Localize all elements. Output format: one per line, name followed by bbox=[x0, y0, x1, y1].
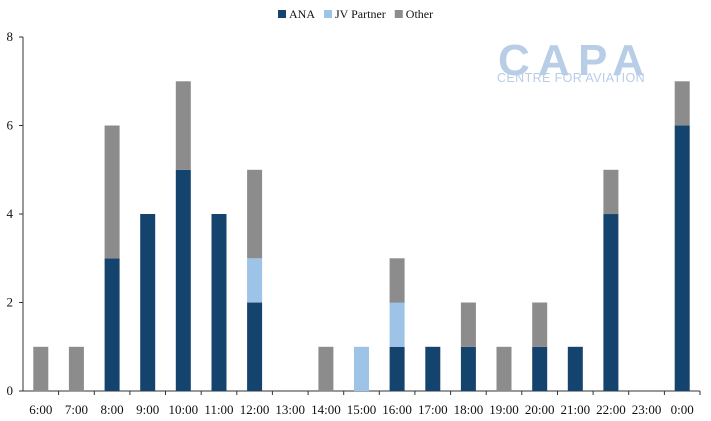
bar-segment-ana bbox=[603, 214, 619, 391]
bar-segment-ana bbox=[175, 169, 191, 392]
x-tick-label: 16:00 bbox=[382, 402, 412, 417]
bar-segment-ana bbox=[567, 346, 583, 392]
x-tick-label: 13:00 bbox=[275, 402, 305, 417]
y-axis-ticks: 0 2 4 6 8 bbox=[7, 29, 23, 398]
x-tick-label: 12:00 bbox=[240, 402, 270, 417]
bar-segment-other bbox=[247, 169, 263, 259]
y-tick-label: 4 bbox=[7, 206, 14, 221]
bars bbox=[33, 81, 690, 392]
bar-segment-other bbox=[33, 346, 49, 392]
bar-segment-ana bbox=[247, 302, 263, 391]
bar-segment-ana bbox=[140, 214, 156, 391]
y-tick-label: 0 bbox=[7, 383, 14, 398]
bar-segment-other bbox=[104, 125, 120, 259]
x-tick-label: 7:00 bbox=[65, 402, 88, 417]
bar-segment-other bbox=[460, 302, 476, 347]
bar-segment-ana bbox=[389, 346, 405, 392]
bar-segment-ana bbox=[532, 346, 548, 392]
legend-swatch-jv-partner bbox=[324, 10, 332, 18]
x-tick-label: 14:00 bbox=[311, 402, 341, 417]
bar-segment-jv-partner bbox=[389, 302, 405, 347]
bar-segment-ana bbox=[460, 346, 476, 392]
bar-segment-other bbox=[496, 346, 512, 392]
x-tick-label: 15:00 bbox=[347, 402, 377, 417]
axes bbox=[22, 37, 700, 392]
x-tick-label: 23:00 bbox=[632, 402, 662, 417]
bar-segment-jv-partner bbox=[247, 258, 263, 303]
x-tick-label: 22:00 bbox=[596, 402, 626, 417]
x-tick-label: 17:00 bbox=[418, 402, 448, 417]
y-tick-label: 8 bbox=[7, 29, 14, 44]
legend-label: ANA bbox=[289, 7, 315, 21]
bar-segment-other bbox=[674, 81, 690, 126]
legend-label: JV Partner bbox=[335, 7, 386, 21]
bar-segment-other bbox=[175, 81, 191, 170]
x-axis-ticks: 6:00 7:00 8:00 9:00 10:00 11:00 12:00 13:00 14:0… bbox=[29, 391, 701, 417]
bar-segment-other bbox=[318, 346, 334, 392]
bar-segment-jv-partner bbox=[354, 346, 369, 392]
x-tick-label: 10:00 bbox=[168, 402, 198, 417]
y-tick-label: 6 bbox=[7, 118, 14, 133]
capa-watermark-logo: CAPA CENTRE FOR AVIATION bbox=[497, 36, 645, 85]
watermark-sub: CENTRE FOR AVIATION bbox=[497, 70, 645, 85]
x-tick-label: 21:00 bbox=[560, 402, 590, 417]
x-tick-label: 19:00 bbox=[489, 402, 519, 417]
x-tick-label: 18:00 bbox=[454, 402, 484, 417]
bar-segment-ana bbox=[211, 214, 227, 391]
bar-segment-other bbox=[389, 258, 405, 303]
x-tick-label: 11:00 bbox=[204, 402, 233, 417]
x-tick-label: 0:00 bbox=[671, 402, 694, 417]
bar-segment-other bbox=[68, 346, 84, 392]
legend: ANA JV Partner Other bbox=[278, 7, 433, 21]
x-tick-label: 20:00 bbox=[525, 402, 555, 417]
legend-swatch-other bbox=[394, 10, 403, 18]
bar-segment-ana bbox=[104, 258, 120, 392]
x-tick-label: 6:00 bbox=[29, 402, 52, 417]
x-tick-label: 8:00 bbox=[101, 402, 124, 417]
legend-label: Other bbox=[406, 7, 433, 21]
bar-segment-ana bbox=[425, 346, 441, 392]
y-tick-label: 2 bbox=[7, 295, 14, 310]
legend-swatch-ana bbox=[278, 10, 286, 18]
bar-segment-ana bbox=[674, 125, 690, 391]
bar-segment-other bbox=[603, 169, 619, 215]
x-tick-label: 9:00 bbox=[136, 402, 159, 417]
bar-segment-other bbox=[532, 302, 548, 347]
